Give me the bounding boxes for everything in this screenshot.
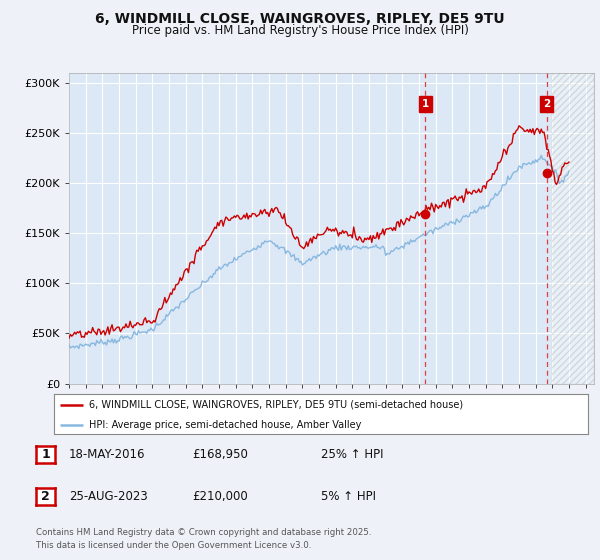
Text: HPI: Average price, semi-detached house, Amber Valley: HPI: Average price, semi-detached house,… <box>89 420 361 430</box>
Bar <box>553 73 594 384</box>
Text: Price paid vs. HM Land Registry's House Price Index (HPI): Price paid vs. HM Land Registry's House … <box>131 24 469 36</box>
Text: 1: 1 <box>422 99 429 109</box>
Text: 6, WINDMILL CLOSE, WAINGROVES, RIPLEY, DE5 9TU (semi-detached house): 6, WINDMILL CLOSE, WAINGROVES, RIPLEY, D… <box>89 400 463 410</box>
Text: 25-AUG-2023: 25-AUG-2023 <box>69 490 148 503</box>
Text: 5% ↑ HPI: 5% ↑ HPI <box>321 490 376 503</box>
Text: 25% ↑ HPI: 25% ↑ HPI <box>321 448 383 461</box>
Text: 18-MAY-2016: 18-MAY-2016 <box>69 448 146 461</box>
Text: Contains HM Land Registry data © Crown copyright and database right 2025.
This d: Contains HM Land Registry data © Crown c… <box>36 528 371 550</box>
Text: 1: 1 <box>41 448 50 461</box>
Text: £210,000: £210,000 <box>192 490 248 503</box>
Text: 2: 2 <box>41 490 50 503</box>
Text: £168,950: £168,950 <box>192 448 248 461</box>
Text: 2: 2 <box>543 99 550 109</box>
Text: 6, WINDMILL CLOSE, WAINGROVES, RIPLEY, DE5 9TU: 6, WINDMILL CLOSE, WAINGROVES, RIPLEY, D… <box>95 12 505 26</box>
